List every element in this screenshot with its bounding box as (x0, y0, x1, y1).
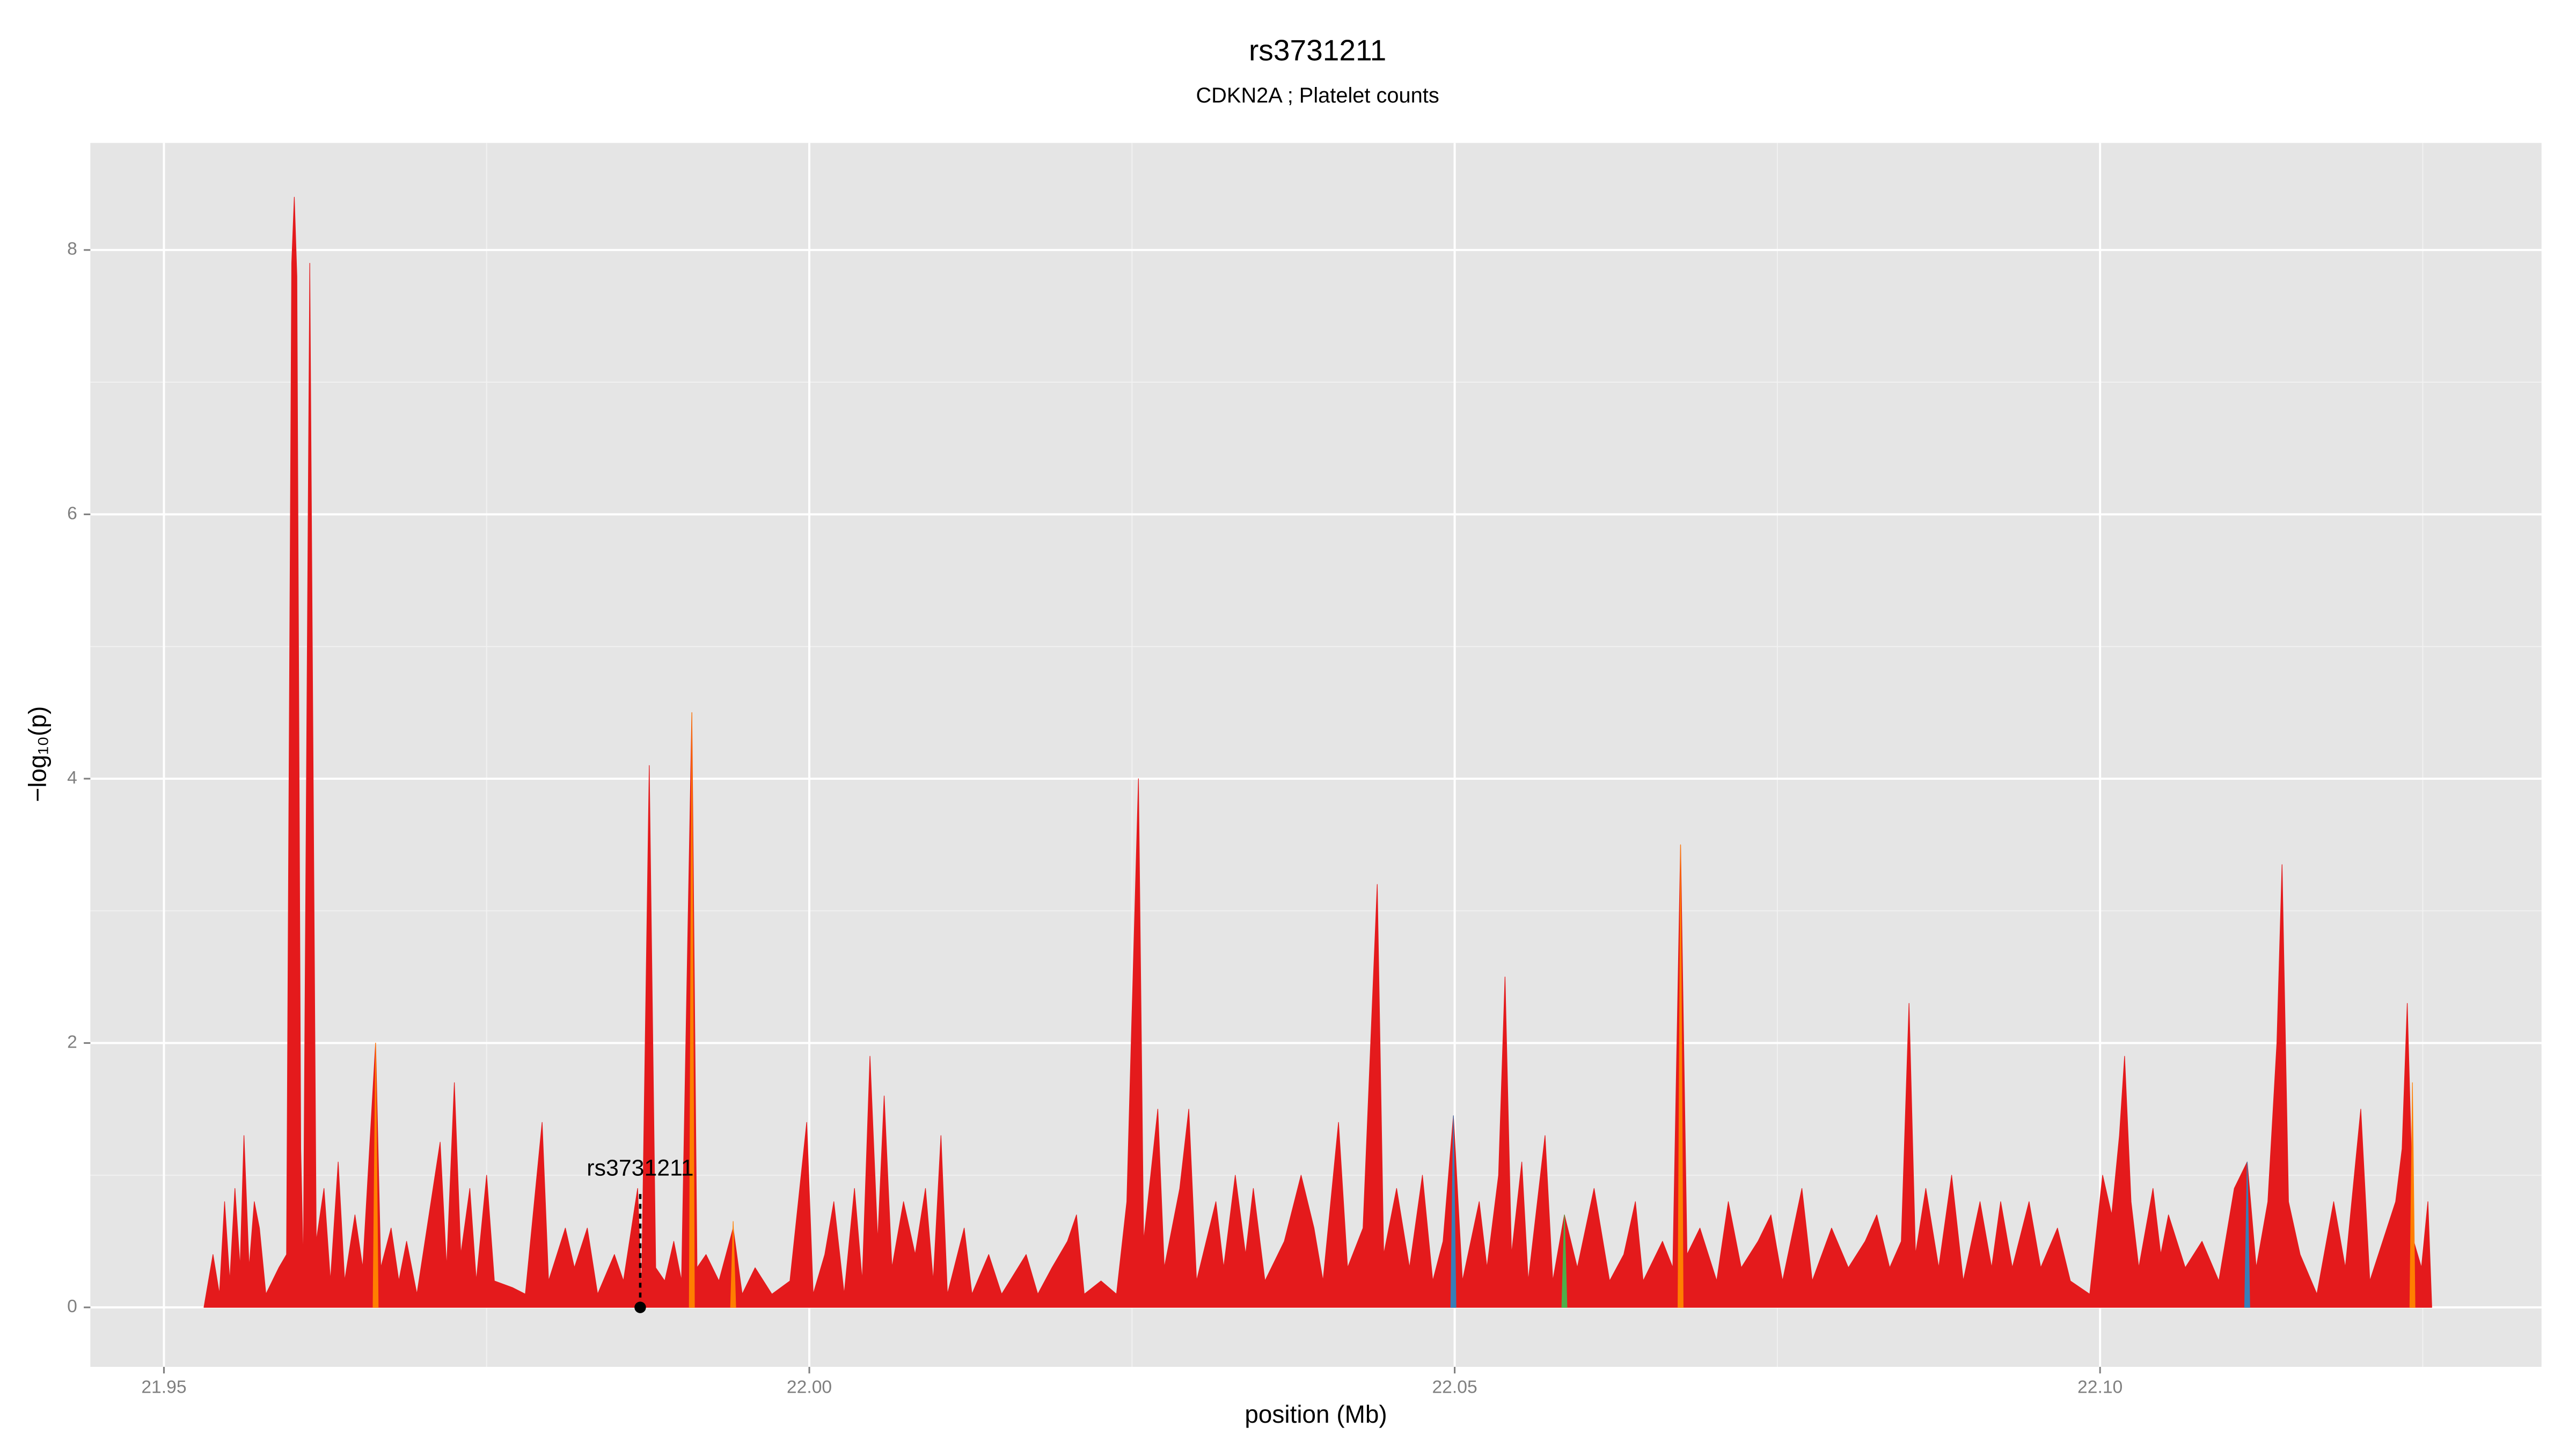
area (1450, 1115, 2250, 1308)
y-tick-label: 0 (67, 1297, 77, 1316)
annotation-label: rs3731211 (587, 1155, 693, 1181)
x-axis-label: position (Mb) (1245, 1400, 1387, 1428)
x-tick-label: 22.10 (2077, 1378, 2123, 1397)
area (203, 196, 2432, 1308)
y-tick-label: 4 (67, 768, 77, 788)
area (372, 712, 2416, 1308)
panel (90, 143, 2542, 1367)
y-tick-label: 8 (67, 239, 77, 259)
y-axis-label: −log₁₀(p) (24, 706, 52, 802)
y-tick-label: 6 (67, 503, 77, 523)
axes: 21.95 22.00 22.05 22.10 0 2 4 6 8 (67, 239, 2123, 1397)
annotation-point (634, 1301, 646, 1313)
y-tick-label: 2 (67, 1032, 77, 1052)
area (1561, 1214, 1568, 1308)
marks: rs3731211 (203, 196, 2432, 1313)
chart-title: rs3731211 (1249, 34, 1386, 67)
chart-subtitle: CDKN2A ; Platelet counts (1196, 84, 1439, 107)
x-tick-label: 21.95 (141, 1378, 186, 1397)
x-tick-label: 22.00 (787, 1378, 832, 1397)
x-tick-label: 22.05 (1432, 1378, 1477, 1397)
